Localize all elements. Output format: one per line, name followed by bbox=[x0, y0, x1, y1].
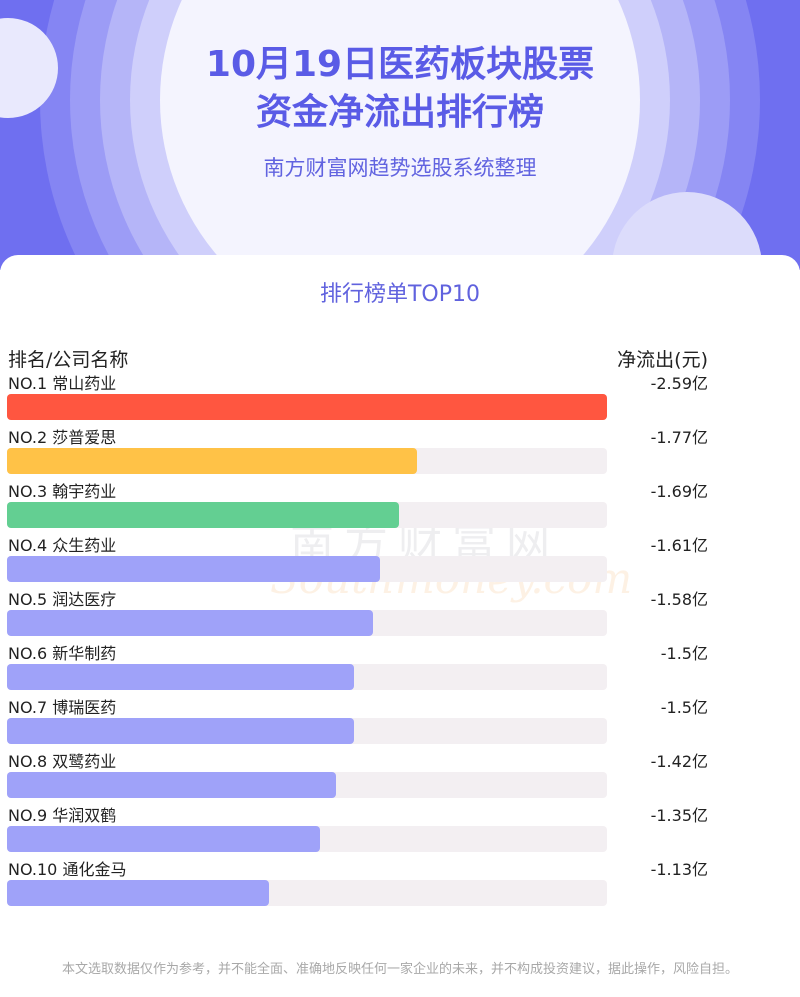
tick-label-company: NO.2 莎普爱思 bbox=[8, 428, 117, 447]
bar-track bbox=[7, 610, 607, 636]
tick-label-company: NO.10 通化金马 bbox=[8, 860, 127, 879]
data-label-outflow: -1.61亿 bbox=[650, 536, 708, 555]
data-label-outflow: -1.5亿 bbox=[660, 644, 708, 663]
bar-track bbox=[7, 772, 607, 798]
tick-label-company: NO.4 众生药业 bbox=[8, 536, 117, 555]
tick-label-company: NO.8 双鹭药业 bbox=[8, 752, 117, 771]
data-label-outflow: -1.35亿 bbox=[650, 806, 708, 825]
data-label-outflow: -1.58亿 bbox=[650, 590, 708, 609]
tick-label-company: NO.7 博瑞医药 bbox=[8, 698, 117, 717]
bar bbox=[7, 394, 607, 420]
data-label-outflow: -1.69亿 bbox=[650, 482, 708, 501]
bar-track bbox=[7, 502, 607, 528]
tick-label-company: NO.5 润达医疗 bbox=[8, 590, 117, 609]
data-label-outflow: -1.77亿 bbox=[650, 428, 708, 447]
section-title: 排行榜单TOP10 bbox=[319, 282, 481, 307]
bar-track bbox=[7, 394, 607, 420]
page-subtitle: 南方财富网趋势选股系统整理 bbox=[263, 156, 537, 180]
tick-label-company: NO.9 华润双鹤 bbox=[8, 806, 117, 825]
bar bbox=[7, 718, 354, 744]
bar-track bbox=[7, 826, 607, 852]
data-label-outflow: -1.13亿 bbox=[650, 860, 708, 879]
bar bbox=[7, 502, 399, 528]
decor-ring bbox=[160, 0, 640, 270]
tick-label-company: NO.3 翰宇药业 bbox=[8, 482, 117, 501]
bar bbox=[7, 448, 417, 474]
data-label-outflow: -1.42亿 bbox=[650, 752, 708, 771]
bar-track bbox=[7, 556, 607, 582]
bar-track bbox=[7, 664, 607, 690]
data-label-outflow: -1.5亿 bbox=[660, 698, 708, 717]
bar bbox=[7, 826, 320, 852]
bar bbox=[7, 610, 373, 636]
bar bbox=[7, 664, 354, 690]
tick-label-company: NO.1 常山药业 bbox=[8, 374, 117, 393]
data-label-outflow: -2.59亿 bbox=[650, 374, 708, 393]
bar bbox=[7, 772, 336, 798]
column-header-company: 排名/公司名称 bbox=[8, 349, 129, 371]
page-title-line1: 10月19日医药板块股票 bbox=[205, 44, 595, 85]
column-header-outflow: 净流出(元) bbox=[617, 349, 708, 371]
bar-track bbox=[7, 880, 607, 906]
disclaimer-footer: 本文选取数据仅作为参考，并不能全面、准确地反映任何一家企业的未来，并不构成投资建… bbox=[61, 962, 738, 977]
bar bbox=[7, 556, 380, 582]
page-title-line2: 资金净流出排行榜 bbox=[255, 92, 544, 133]
tick-label-company: NO.6 新华制药 bbox=[8, 644, 117, 663]
bar bbox=[7, 880, 269, 906]
bar-track bbox=[7, 448, 607, 474]
bar-track bbox=[7, 718, 607, 744]
